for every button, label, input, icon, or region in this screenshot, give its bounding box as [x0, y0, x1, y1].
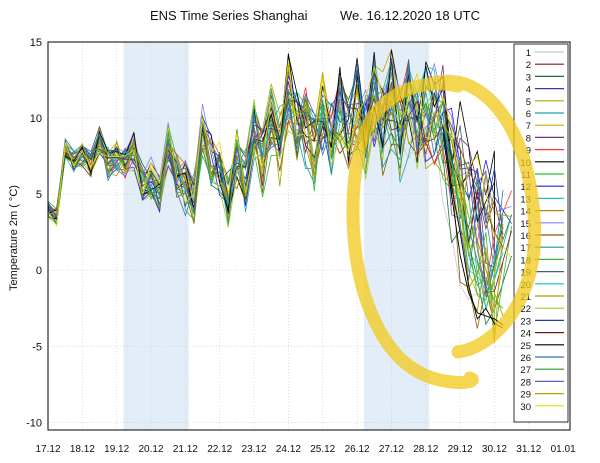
legend-box [513, 43, 569, 423]
plot-frame [47, 41, 571, 431]
chart-subtitle: We. 16.12.2020 18 UTC [340, 8, 480, 23]
legend-label-9: 9 [526, 146, 531, 157]
y-tick-labels: 15 10 5 0 -5 -10 [26, 37, 42, 429]
y-tick--10: -10 [26, 417, 42, 429]
legend-label-6: 6 [526, 109, 531, 120]
x-tick-19.12: 19.12 [104, 444, 129, 455]
x-tick-27.12: 27.12 [379, 444, 404, 455]
y-axis-label: Temperature 2m ( °C) [8, 185, 20, 291]
x-tick-23.12: 23.12 [242, 444, 267, 455]
legend-label-16: 16 [520, 231, 531, 242]
legend-label-3: 3 [526, 72, 531, 83]
legend-label-17: 17 [520, 243, 531, 254]
x-tick-29.12: 29.12 [448, 444, 473, 455]
legend-label-23: 23 [520, 316, 531, 327]
x-tick-26.12: 26.12 [345, 444, 370, 455]
x-tick-labels: 17.12 18.12 19.12 20.12 21.12 22.12 23.12 24.12… [35, 444, 576, 455]
ensemble-series [47, 49, 512, 344]
legend-label-15: 15 [520, 219, 531, 230]
series-line-21 [47, 80, 512, 257]
cold-member-line-5 [442, 120, 504, 317]
legend-label-7: 7 [526, 121, 531, 132]
y-tick-10: 10 [30, 113, 42, 125]
series-line-29 [47, 73, 504, 344]
legend-label-14: 14 [520, 207, 531, 218]
legend-label-25: 25 [520, 341, 531, 352]
y-tick-15: 15 [30, 37, 42, 49]
legend-label-29: 29 [520, 390, 531, 401]
x-tick-22.12: 22.12 [207, 444, 232, 455]
series-line-11 [47, 74, 504, 301]
shaded-band-1 [123, 42, 189, 430]
x-tick-31.12: 31.12 [516, 444, 541, 455]
cold-member-line-4 [442, 110, 504, 248]
series-line-18 [47, 59, 512, 334]
series-line-27 [47, 85, 512, 290]
legend-label-8: 8 [526, 133, 531, 144]
x-tick-28.12: 28.12 [413, 444, 438, 455]
x-tick-25.12: 25.12 [310, 444, 335, 455]
x-tick-01.01: 01.01 [551, 444, 576, 455]
cold-member-line-3 [442, 118, 504, 309]
legend-label-22: 22 [520, 304, 531, 315]
y-tick--5: -5 [32, 341, 42, 353]
chart-title: ENS Time Series Shanghai [150, 8, 308, 23]
legend-label-4: 4 [526, 85, 531, 96]
cold-member-line-2 [442, 133, 504, 326]
x-tick-20.12: 20.12 [139, 444, 164, 455]
series-line-28 [47, 59, 495, 290]
series-line-30 [47, 60, 512, 259]
x-tick-17.12: 17.12 [35, 444, 60, 455]
y-tick-5: 5 [36, 189, 42, 201]
series-line-19 [47, 58, 495, 224]
legend-label-24: 24 [520, 329, 531, 340]
legend-label-26: 26 [520, 353, 531, 364]
y-tick-0: 0 [36, 265, 42, 277]
x-tick-18.12: 18.12 [70, 444, 95, 455]
legend-label-2: 2 [526, 60, 531, 71]
x-tick-24.12: 24.12 [276, 444, 301, 455]
legend-label-1: 1 [526, 48, 531, 59]
legend-label-13: 13 [520, 194, 531, 205]
series-line-6 [47, 81, 512, 281]
series-line-26 [47, 75, 504, 298]
legend-label-28: 28 [520, 377, 531, 388]
legend-label-5: 5 [526, 97, 531, 108]
legend-label-18: 18 [520, 255, 531, 266]
highlight-circle-annotation [346, 74, 542, 389]
legend-label-30: 30 [520, 402, 531, 413]
x-tick-30.12: 30.12 [482, 444, 507, 455]
legend: 1234567891011121314151617181920212223242… [513, 43, 569, 423]
legend-label-27: 27 [520, 365, 531, 376]
x-tick-21.12: 21.12 [173, 444, 198, 455]
